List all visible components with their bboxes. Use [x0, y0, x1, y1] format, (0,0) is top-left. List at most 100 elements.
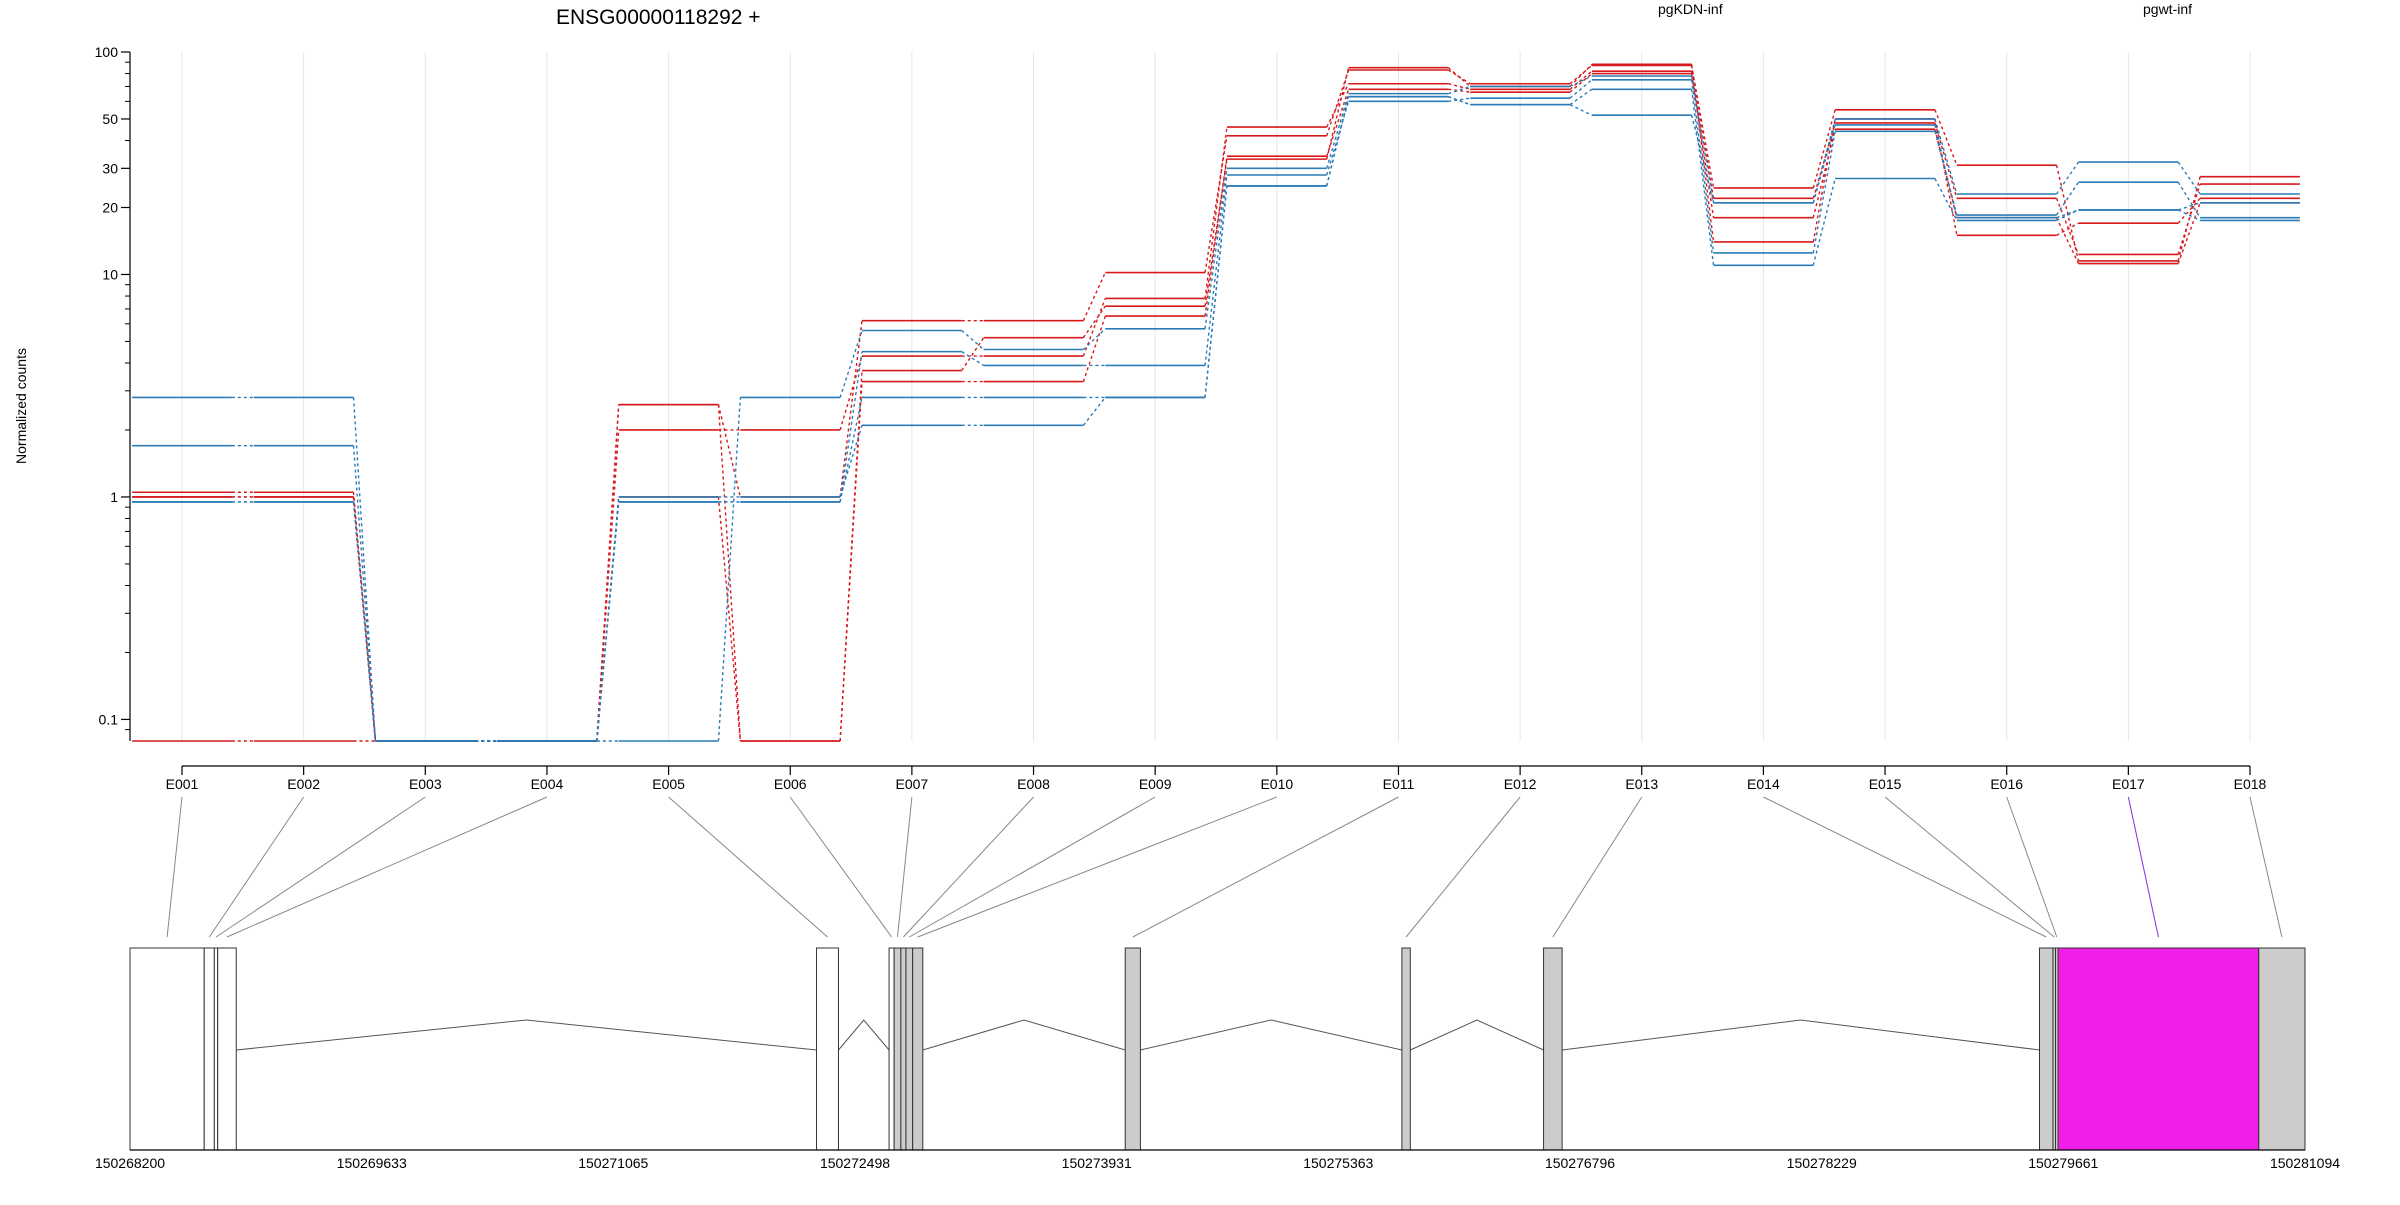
data-connector	[1569, 70, 1593, 90]
data-connector	[1204, 159, 1228, 307]
data-connector	[1082, 272, 1106, 321]
data-connector	[1690, 79, 1715, 254]
coord-tick-label: 150269633	[337, 1155, 407, 1171]
x-tick-label-e002: E002	[287, 776, 320, 792]
data-connector	[1326, 96, 1350, 187]
exon-block-e010	[912, 947, 924, 1151]
intron-line	[838, 1019, 890, 1051]
data-connector	[961, 351, 985, 367]
data-connector	[1326, 67, 1350, 160]
coord-tick-label: 150273931	[1062, 1155, 1132, 1171]
connector-e005	[668, 796, 828, 938]
data-connector	[1326, 93, 1350, 169]
data-connector	[1204, 126, 1228, 299]
data-connector	[1812, 124, 1836, 203]
data-connector	[1569, 104, 1593, 116]
data-connector	[1569, 64, 1593, 85]
connector-e001	[166, 796, 183, 938]
exon-block-e018	[2258, 947, 2306, 1151]
x-tick-label-e009: E009	[1139, 776, 1172, 792]
y-tick-label: 100	[95, 44, 119, 60]
data-connector	[2056, 161, 2080, 195]
exon-block-e014	[2038, 947, 2054, 1151]
intron-line	[1562, 1019, 2040, 1051]
data-connector	[2177, 209, 2201, 222]
data-connector	[352, 501, 377, 742]
coord-tick-label: 150271065	[578, 1155, 648, 1171]
data-connector	[1448, 97, 1471, 103]
data-connector	[1812, 178, 1836, 266]
y-tick-label: 0.1	[99, 711, 119, 727]
exon-block-e009	[905, 947, 914, 1151]
connector-e016	[2006, 796, 2058, 938]
gene-model	[129, 947, 2306, 1151]
y-tick-label: 50	[102, 111, 118, 127]
coord-tick-label: 150279661	[2028, 1155, 2098, 1171]
data-connector	[352, 445, 377, 742]
data-connector	[1569, 88, 1593, 106]
legend-label-pgkdn: pgKDN-inf	[1658, 1, 1723, 17]
data-connector	[1569, 75, 1593, 88]
data-connector	[961, 337, 985, 371]
series-lines	[132, 63, 2300, 742]
y-axis: 0.1 1 10 20 30 50 100	[95, 44, 131, 741]
chart-title: ENSG00000118292 +	[556, 6, 761, 29]
data-connector	[2055, 198, 2080, 255]
data-connector	[596, 429, 620, 742]
connector-e015	[1884, 796, 2055, 938]
data-connector	[1812, 131, 1836, 254]
data-connector	[2055, 181, 2080, 216]
x-tick-label-e006: E006	[774, 776, 807, 792]
exon-block-e003	[213, 947, 219, 1151]
y-tick-label: 10	[102, 266, 118, 282]
x-tick-label-e004: E004	[531, 776, 564, 792]
data-connector	[1448, 95, 1471, 106]
x-tick-label-e013: E013	[1625, 776, 1658, 792]
coord-tick-label: 150272498	[820, 1155, 890, 1171]
x-tick-label-e011: E011	[1383, 776, 1415, 792]
data-connector	[1690, 73, 1715, 218]
exon-block-e008	[900, 947, 907, 1151]
data-connector	[2177, 202, 2201, 264]
y-tick-label: 1	[110, 489, 118, 505]
data-connector	[1082, 305, 1106, 339]
exon-block-e012	[1401, 947, 1411, 1151]
genomic-coordinate-axis: 150268200 150269633 150271065 150272498 1502…	[95, 1149, 2340, 1171]
data-connector	[1082, 328, 1106, 351]
series-pgwt-inf-5	[132, 75, 2300, 742]
connector-e018	[2249, 796, 2283, 938]
data-connector	[352, 397, 377, 742]
data-connector	[839, 370, 863, 742]
data-connector	[1934, 109, 1958, 166]
series-pgwt-inf-8	[132, 95, 2300, 742]
connector-e004	[226, 796, 548, 938]
connector-e003	[215, 796, 426, 938]
data-connector	[1447, 67, 1471, 87]
intron-line	[922, 1019, 1126, 1051]
exon-block-e006	[888, 947, 895, 1151]
data-connector	[1934, 178, 1958, 221]
data-connector	[1204, 168, 1228, 329]
data-connector	[717, 404, 742, 498]
y-tick-label: 30	[102, 160, 118, 176]
intron-line	[1410, 1019, 1544, 1051]
intron-line	[236, 1019, 817, 1051]
exon-block-e002	[203, 947, 215, 1151]
exon-block-e004	[217, 947, 237, 1151]
data-connector	[1690, 89, 1715, 266]
data-connector	[1569, 79, 1593, 99]
x-tick-label-e016: E016	[1990, 776, 2023, 792]
connector-e008	[903, 796, 1034, 938]
exon-block-e017	[2057, 947, 2260, 1151]
data-connector	[1569, 73, 1593, 93]
data-connector	[1082, 298, 1106, 357]
data-connector	[1326, 101, 1350, 176]
legend-label-pgwt: pgwt-inf	[2143, 1, 2192, 17]
series-pgwt-inf-6	[132, 78, 2300, 742]
exon-block-e001	[129, 947, 205, 1151]
data-connector	[1448, 88, 1471, 93]
data-connector	[839, 330, 863, 398]
data-connector	[1934, 118, 1958, 195]
data-connector	[1326, 83, 1350, 128]
